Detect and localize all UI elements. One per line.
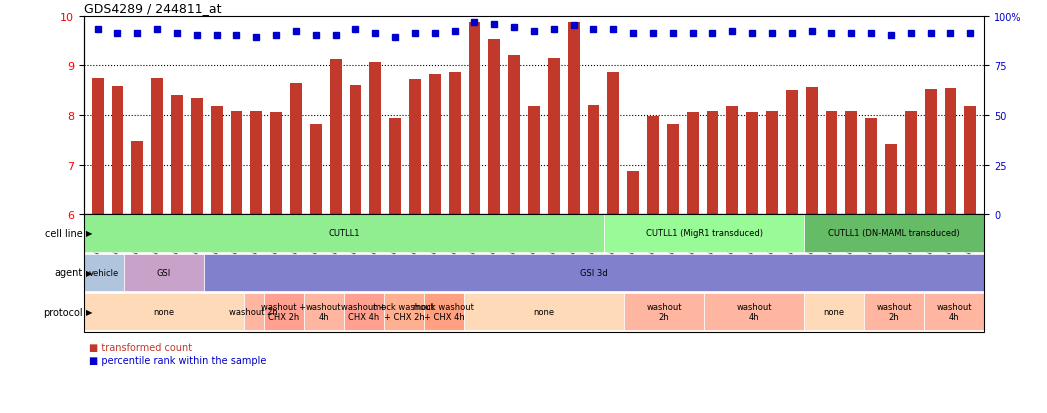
Text: mock washout
+ CHX 4h: mock washout + CHX 4h bbox=[414, 302, 474, 321]
Text: ■ percentile rank within the sample: ■ percentile rank within the sample bbox=[89, 355, 266, 365]
Text: washout
4h: washout 4h bbox=[306, 302, 341, 321]
Bar bbox=[171, 95, 183, 215]
Text: protocol: protocol bbox=[43, 307, 83, 317]
Bar bbox=[667, 125, 678, 215]
Text: GSI 3d: GSI 3d bbox=[580, 268, 608, 277]
Bar bbox=[806, 88, 818, 215]
Bar bbox=[627, 171, 639, 215]
Text: ▶: ▶ bbox=[86, 307, 92, 316]
Bar bbox=[925, 89, 937, 215]
Bar bbox=[865, 119, 877, 215]
Bar bbox=[548, 59, 560, 215]
Bar bbox=[449, 73, 461, 215]
Text: none: none bbox=[153, 307, 175, 316]
Text: CUTLL1 (DN-MAML transduced): CUTLL1 (DN-MAML transduced) bbox=[828, 229, 960, 238]
Bar bbox=[310, 125, 321, 215]
Bar bbox=[191, 99, 203, 215]
Bar bbox=[707, 112, 718, 215]
Text: washout
2h: washout 2h bbox=[876, 302, 912, 321]
Bar bbox=[270, 113, 282, 215]
Text: washout
2h: washout 2h bbox=[646, 302, 682, 321]
Bar bbox=[687, 113, 698, 215]
Bar bbox=[727, 107, 738, 215]
Bar bbox=[92, 79, 104, 215]
Text: agent: agent bbox=[54, 268, 83, 278]
Bar bbox=[112, 87, 124, 215]
Text: ▶: ▶ bbox=[86, 229, 92, 238]
Bar bbox=[230, 112, 243, 215]
Text: none: none bbox=[824, 307, 845, 316]
Bar bbox=[825, 112, 838, 215]
Text: vehicle: vehicle bbox=[89, 268, 119, 277]
Bar bbox=[964, 107, 976, 215]
Bar bbox=[747, 113, 758, 215]
Bar bbox=[330, 60, 341, 215]
Bar bbox=[766, 112, 778, 215]
Bar bbox=[528, 107, 540, 215]
Text: cell line: cell line bbox=[45, 228, 83, 238]
Text: washout +
CHX 4h: washout + CHX 4h bbox=[341, 302, 386, 321]
Bar bbox=[607, 73, 619, 215]
Bar bbox=[290, 83, 302, 215]
Text: washout 2h: washout 2h bbox=[229, 307, 279, 316]
Text: ▶: ▶ bbox=[86, 268, 92, 277]
Text: GDS4289 / 244811_at: GDS4289 / 244811_at bbox=[84, 2, 221, 15]
Text: none: none bbox=[533, 307, 555, 316]
Bar bbox=[429, 74, 441, 215]
Bar bbox=[210, 107, 223, 215]
Bar bbox=[409, 79, 421, 215]
Text: CUTLL1: CUTLL1 bbox=[328, 229, 359, 238]
Bar bbox=[647, 117, 659, 215]
Bar bbox=[389, 119, 401, 215]
Bar bbox=[370, 63, 381, 215]
Bar bbox=[885, 145, 897, 215]
Bar bbox=[587, 106, 600, 215]
Text: washout
4h: washout 4h bbox=[936, 302, 972, 321]
Text: mock washout
+ CHX 2h: mock washout + CHX 2h bbox=[374, 302, 435, 321]
Bar bbox=[905, 112, 917, 215]
Text: CUTLL1 (MigR1 transduced): CUTLL1 (MigR1 transduced) bbox=[646, 229, 762, 238]
Text: GSI: GSI bbox=[157, 268, 171, 277]
Bar bbox=[567, 23, 580, 215]
Bar bbox=[845, 112, 857, 215]
Bar bbox=[508, 56, 520, 215]
Bar bbox=[488, 40, 500, 215]
Bar bbox=[786, 91, 798, 215]
Bar bbox=[944, 89, 956, 215]
Text: washout +
CHX 2h: washout + CHX 2h bbox=[262, 302, 307, 321]
Bar bbox=[350, 86, 361, 215]
Bar bbox=[151, 78, 163, 215]
Text: washout
4h: washout 4h bbox=[736, 302, 772, 321]
Bar bbox=[131, 142, 143, 215]
Text: ■ transformed count: ■ transformed count bbox=[89, 342, 192, 352]
Bar bbox=[250, 112, 262, 215]
Bar bbox=[468, 23, 481, 215]
